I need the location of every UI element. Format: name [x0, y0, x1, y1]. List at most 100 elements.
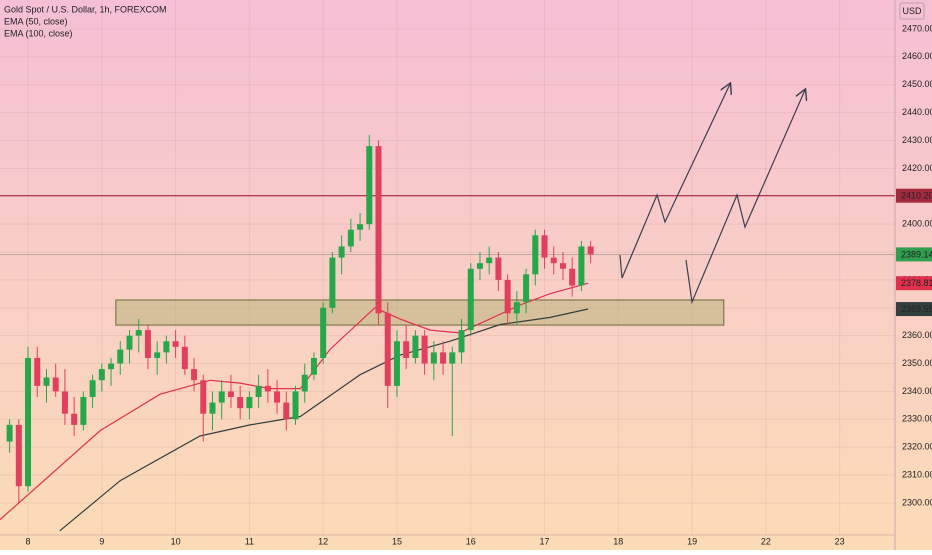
ema-badge	[896, 302, 932, 317]
legend-entry: EMA (100, close)	[4, 28, 73, 38]
candle-body	[6, 424, 13, 442]
candle-body	[200, 380, 207, 414]
candle-body	[559, 263, 566, 269]
projection-arrows	[619, 84, 805, 305]
candle-body	[80, 396, 87, 425]
candle-body	[301, 374, 308, 392]
candle-body	[135, 330, 142, 336]
candle-body	[578, 246, 585, 286]
ema-label: 2369.55	[901, 304, 932, 314]
candle-body	[89, 380, 96, 397]
plot-area	[0, 0, 895, 535]
y-tick-label: 2320.00	[902, 442, 932, 452]
y-tick-label: 2300.00	[902, 497, 932, 507]
candle-body	[375, 146, 382, 314]
candle-body	[541, 235, 548, 258]
y-tick-label: 2310.00	[902, 469, 932, 479]
candle-body	[320, 307, 327, 358]
candle-body	[52, 377, 59, 392]
candle-body	[98, 369, 105, 381]
x-tick-label: 16	[466, 536, 476, 546]
candle-body	[117, 349, 124, 364]
candle-body	[310, 357, 317, 375]
candle-body	[237, 396, 244, 409]
candle-body	[246, 396, 253, 409]
candle-body	[513, 302, 520, 314]
ema-label: 2378.81	[901, 278, 932, 288]
chart-title: Gold Spot / U.S. Dollar, 1h, FOREXCOM	[4, 4, 167, 14]
level-label: 2410.20	[901, 191, 932, 201]
support-zone	[115, 299, 725, 326]
y-tick-label: 2430.00	[902, 135, 932, 145]
y-tick-label: 2330.00	[902, 414, 932, 424]
candle-body	[550, 257, 557, 264]
candle-body	[126, 335, 133, 350]
candle-body	[25, 357, 32, 487]
candle-body	[61, 391, 68, 414]
candle-body	[191, 369, 198, 381]
candle-body	[384, 313, 391, 386]
candle-body	[108, 363, 115, 370]
candle-body	[264, 385, 271, 392]
candle-body	[255, 385, 262, 397]
candle-body	[569, 268, 576, 286]
candle-body	[71, 413, 78, 425]
candle-body	[163, 341, 170, 353]
last-price-label: 2389.14	[901, 249, 932, 259]
y-tick-label: 2450.00	[902, 79, 932, 89]
legend-entry: EMA (50, close)	[4, 16, 68, 26]
candle-body	[34, 357, 41, 386]
candle-body	[393, 341, 400, 386]
projection-arrow	[685, 90, 805, 305]
candle-body	[218, 391, 225, 403]
candle-body	[467, 268, 474, 331]
y-tick-label: 2400.00	[902, 219, 932, 229]
x-tick-label: 8	[26, 536, 31, 546]
candle-body	[476, 263, 483, 269]
candle-body	[292, 391, 299, 420]
x-tick-label: 12	[318, 536, 328, 546]
x-tick-label: 11	[245, 536, 254, 546]
y-tick-label: 2470.00	[902, 23, 932, 33]
axes: 2300.00 2310.00 2320.00 2330.00 2340.00 2350.…	[26, 23, 932, 546]
candle-body	[357, 224, 364, 230]
candle-body	[430, 352, 437, 364]
x-tick-label: 17	[540, 536, 550, 546]
x-tick-label: 18	[613, 536, 623, 546]
candle-body	[504, 279, 511, 314]
candle-body	[144, 330, 151, 358]
x-tick-label: 15	[392, 536, 402, 546]
candle-body	[421, 335, 428, 364]
currency-box	[899, 2, 925, 20]
currency: USD	[902, 6, 922, 16]
candle-body	[486, 257, 493, 264]
candle-body	[495, 257, 502, 280]
y-tick-label: 2350.00	[902, 358, 932, 368]
candle-body	[458, 330, 465, 353]
projection-arrow	[619, 84, 730, 279]
candle-body	[15, 424, 22, 487]
ema-badge	[896, 276, 932, 291]
candle-body	[338, 246, 345, 258]
candle-body	[523, 274, 530, 303]
y-tick-label: 2420.00	[902, 163, 932, 173]
candle-body	[227, 391, 234, 397]
candle-body	[283, 402, 290, 420]
candle-body	[172, 341, 179, 347]
y-tick-label: 2440.00	[902, 107, 932, 117]
y-tick-label: 2360.00	[902, 330, 932, 340]
candle-body	[209, 402, 216, 414]
y-tick-label: 2460.00	[902, 51, 932, 61]
candle-body	[587, 246, 594, 255]
candle-body	[366, 146, 373, 225]
candle-body	[403, 341, 410, 358]
candle-body	[412, 335, 419, 358]
x-tick-label: 22	[761, 536, 771, 546]
x-tick-label: 23	[835, 536, 845, 546]
y-tick-label: 2340.00	[902, 386, 932, 396]
candle-body	[347, 229, 354, 247]
x-tick-label: 19	[687, 536, 697, 546]
candle-body	[449, 352, 456, 364]
candle-body	[43, 377, 50, 386]
